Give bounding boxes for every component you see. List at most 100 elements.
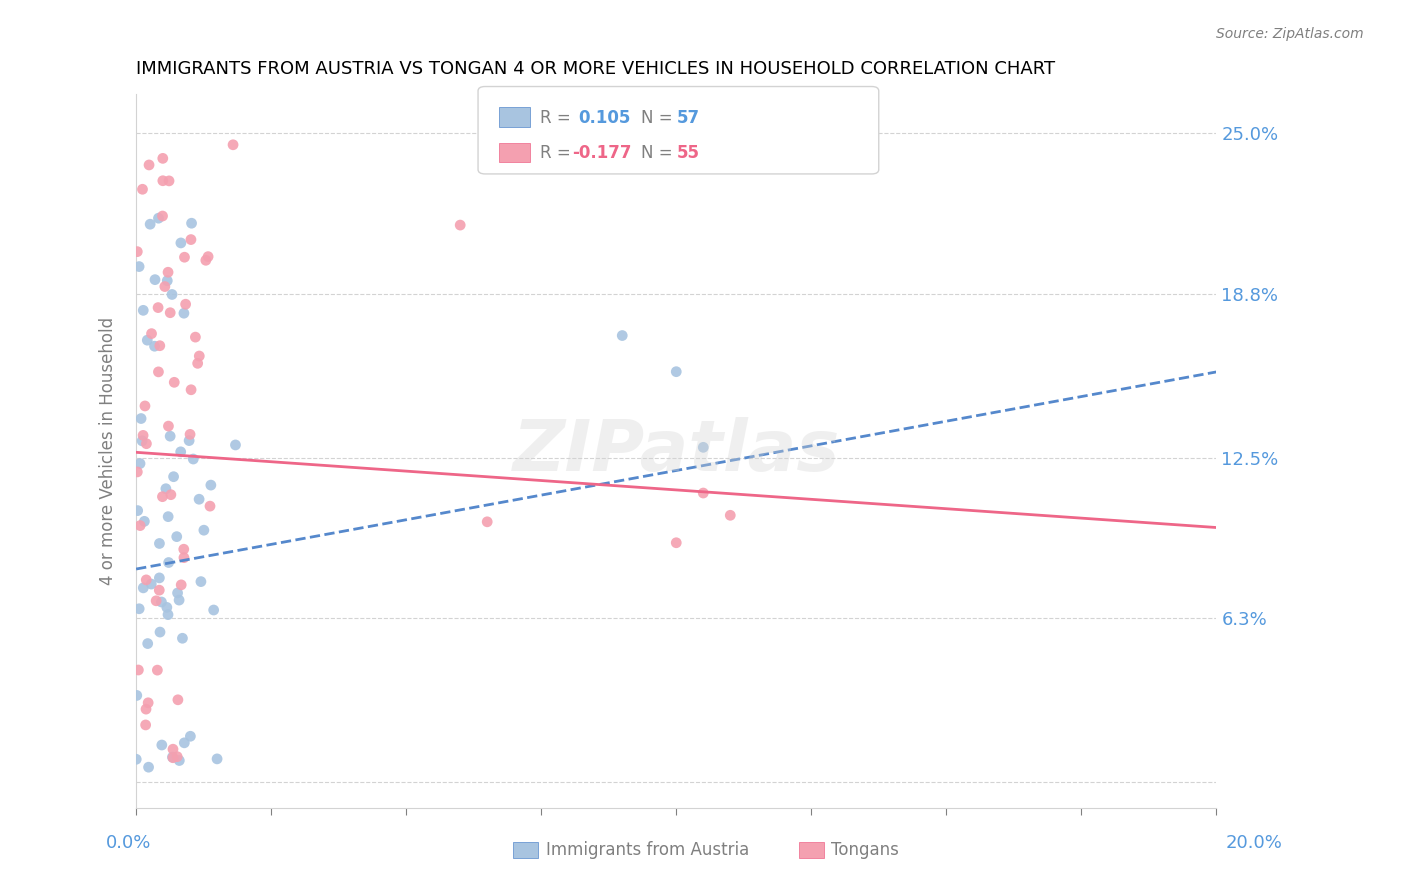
Point [127,244,149,259]
Point [477,515,499,529]
Point [125,752,148,766]
Point [200,478,222,492]
Point [157,419,180,434]
Point [162,750,184,764]
Point [146,663,169,677]
Point [127,503,149,517]
Point [181,452,204,467]
Point [193,523,215,537]
Point [449,218,471,232]
Point [136,333,159,347]
Point [146,301,169,315]
Point [150,738,173,752]
Text: 55: 55 [676,145,699,162]
Point [127,465,149,479]
Point [197,250,219,264]
Point [167,593,190,607]
Point [129,411,152,425]
Point [157,509,180,524]
Point [179,729,201,743]
Point [187,356,209,370]
Point [149,339,172,353]
Point [202,603,225,617]
Text: IMMIGRANTS FROM AUSTRIA VS TONGAN 4 OR MORE VEHICLES IN HOUSEHOLD CORRELATION CH: IMMIGRANTS FROM AUSTRIA VS TONGAN 4 OR M… [136,60,1056,78]
Point [156,274,179,288]
Point [665,535,688,549]
Point [131,434,153,448]
Point [131,182,153,196]
Point [224,438,246,452]
Point [159,429,181,443]
Point [152,174,174,188]
Point [170,235,193,250]
Text: Immigrants from Austria: Immigrants from Austria [546,841,749,859]
Point [166,586,188,600]
Point [157,265,180,279]
Text: 0.0%: 0.0% [105,834,150,852]
Point [148,571,170,585]
Point [160,287,183,301]
Point [134,399,156,413]
Point [692,440,714,454]
Text: 20.0%: 20.0% [1226,834,1282,852]
Point [156,600,179,615]
Point [718,508,741,523]
Point [188,349,211,363]
Text: N =: N = [641,109,678,127]
Point [612,328,634,343]
Point [148,583,170,598]
Point [184,330,207,344]
Point [148,365,170,379]
Point [143,339,166,353]
Point [180,383,202,397]
Point [205,752,228,766]
Point [169,754,191,768]
Text: R =: R = [540,145,576,162]
Point [190,574,212,589]
Point [135,436,157,450]
Point [179,434,201,448]
Point [174,297,197,311]
Point [162,469,184,483]
Point [143,273,166,287]
Point [198,499,221,513]
Point [129,457,152,471]
Point [152,490,174,504]
Text: -0.177: -0.177 [572,145,631,162]
Point [166,749,188,764]
Point [222,137,245,152]
Point [152,209,174,223]
Point [156,607,179,622]
Text: ZIPatlas: ZIPatlas [513,417,839,485]
Point [132,581,155,595]
Point [138,158,160,172]
Point [129,518,152,533]
Point [136,636,159,650]
Point [128,260,150,274]
Point [173,306,195,320]
Point [145,594,167,608]
Point [132,428,155,442]
Point [141,326,163,341]
Point [160,488,183,502]
Text: R =: R = [540,109,581,127]
Point [194,253,217,268]
Point [136,696,159,710]
Point [149,625,172,640]
Point [162,742,184,756]
Point [163,376,186,390]
Point [125,689,148,703]
Point [134,514,156,528]
Text: 57: 57 [676,109,699,127]
Text: Source: ZipAtlas.com: Source: ZipAtlas.com [1216,27,1364,41]
Point [135,718,157,732]
Point [180,216,202,230]
Point [173,550,195,565]
Point [138,760,160,774]
Point [153,279,176,293]
Text: Tongans: Tongans [831,841,898,859]
Point [132,303,155,318]
Text: N =: N = [641,145,678,162]
Point [150,595,173,609]
Point [170,578,193,592]
